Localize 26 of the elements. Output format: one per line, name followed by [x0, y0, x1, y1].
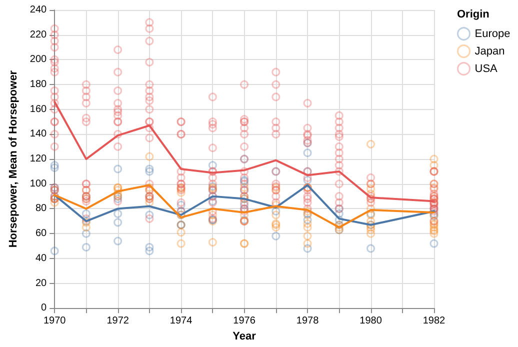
- x-tick-label: 1982: [422, 316, 446, 327]
- y-tick-label: 200: [30, 54, 48, 66]
- legend-label: USA: [474, 62, 498, 75]
- x-axis-title: Year: [232, 330, 257, 342]
- legend-title: Origin: [457, 8, 490, 20]
- y-axis-title: Horsepower, Mean of Horsepower: [8, 70, 20, 248]
- x-tick-label: 1974: [170, 316, 193, 327]
- x-tick-label: 1972: [106, 316, 130, 327]
- y-tick-label: 120: [30, 154, 48, 165]
- y-tick-label: 0: [41, 302, 48, 314]
- y-tick-label: 20: [35, 278, 48, 289]
- y-tick-label: 80: [35, 203, 48, 214]
- y-tick-label: 140: [30, 128, 48, 140]
- y-tick-label: 60: [35, 228, 48, 240]
- x-tick-label: 1980: [360, 316, 382, 327]
- y-tick-label: 160: [30, 104, 48, 115]
- legend-label: Japan: [474, 45, 505, 58]
- y-tick-label: 220: [30, 29, 48, 40]
- y-tick-label: 40: [35, 252, 48, 264]
- x-tick-label: 1978: [296, 316, 320, 327]
- x-tick-label: 1976: [233, 316, 256, 327]
- y-tick-label: 240: [30, 4, 48, 16]
- legend-label: Europe: [474, 28, 510, 40]
- y-tick-label: 100: [30, 178, 48, 190]
- x-tick-label: 1970: [43, 316, 66, 327]
- y-tick-label: 180: [30, 79, 48, 90]
